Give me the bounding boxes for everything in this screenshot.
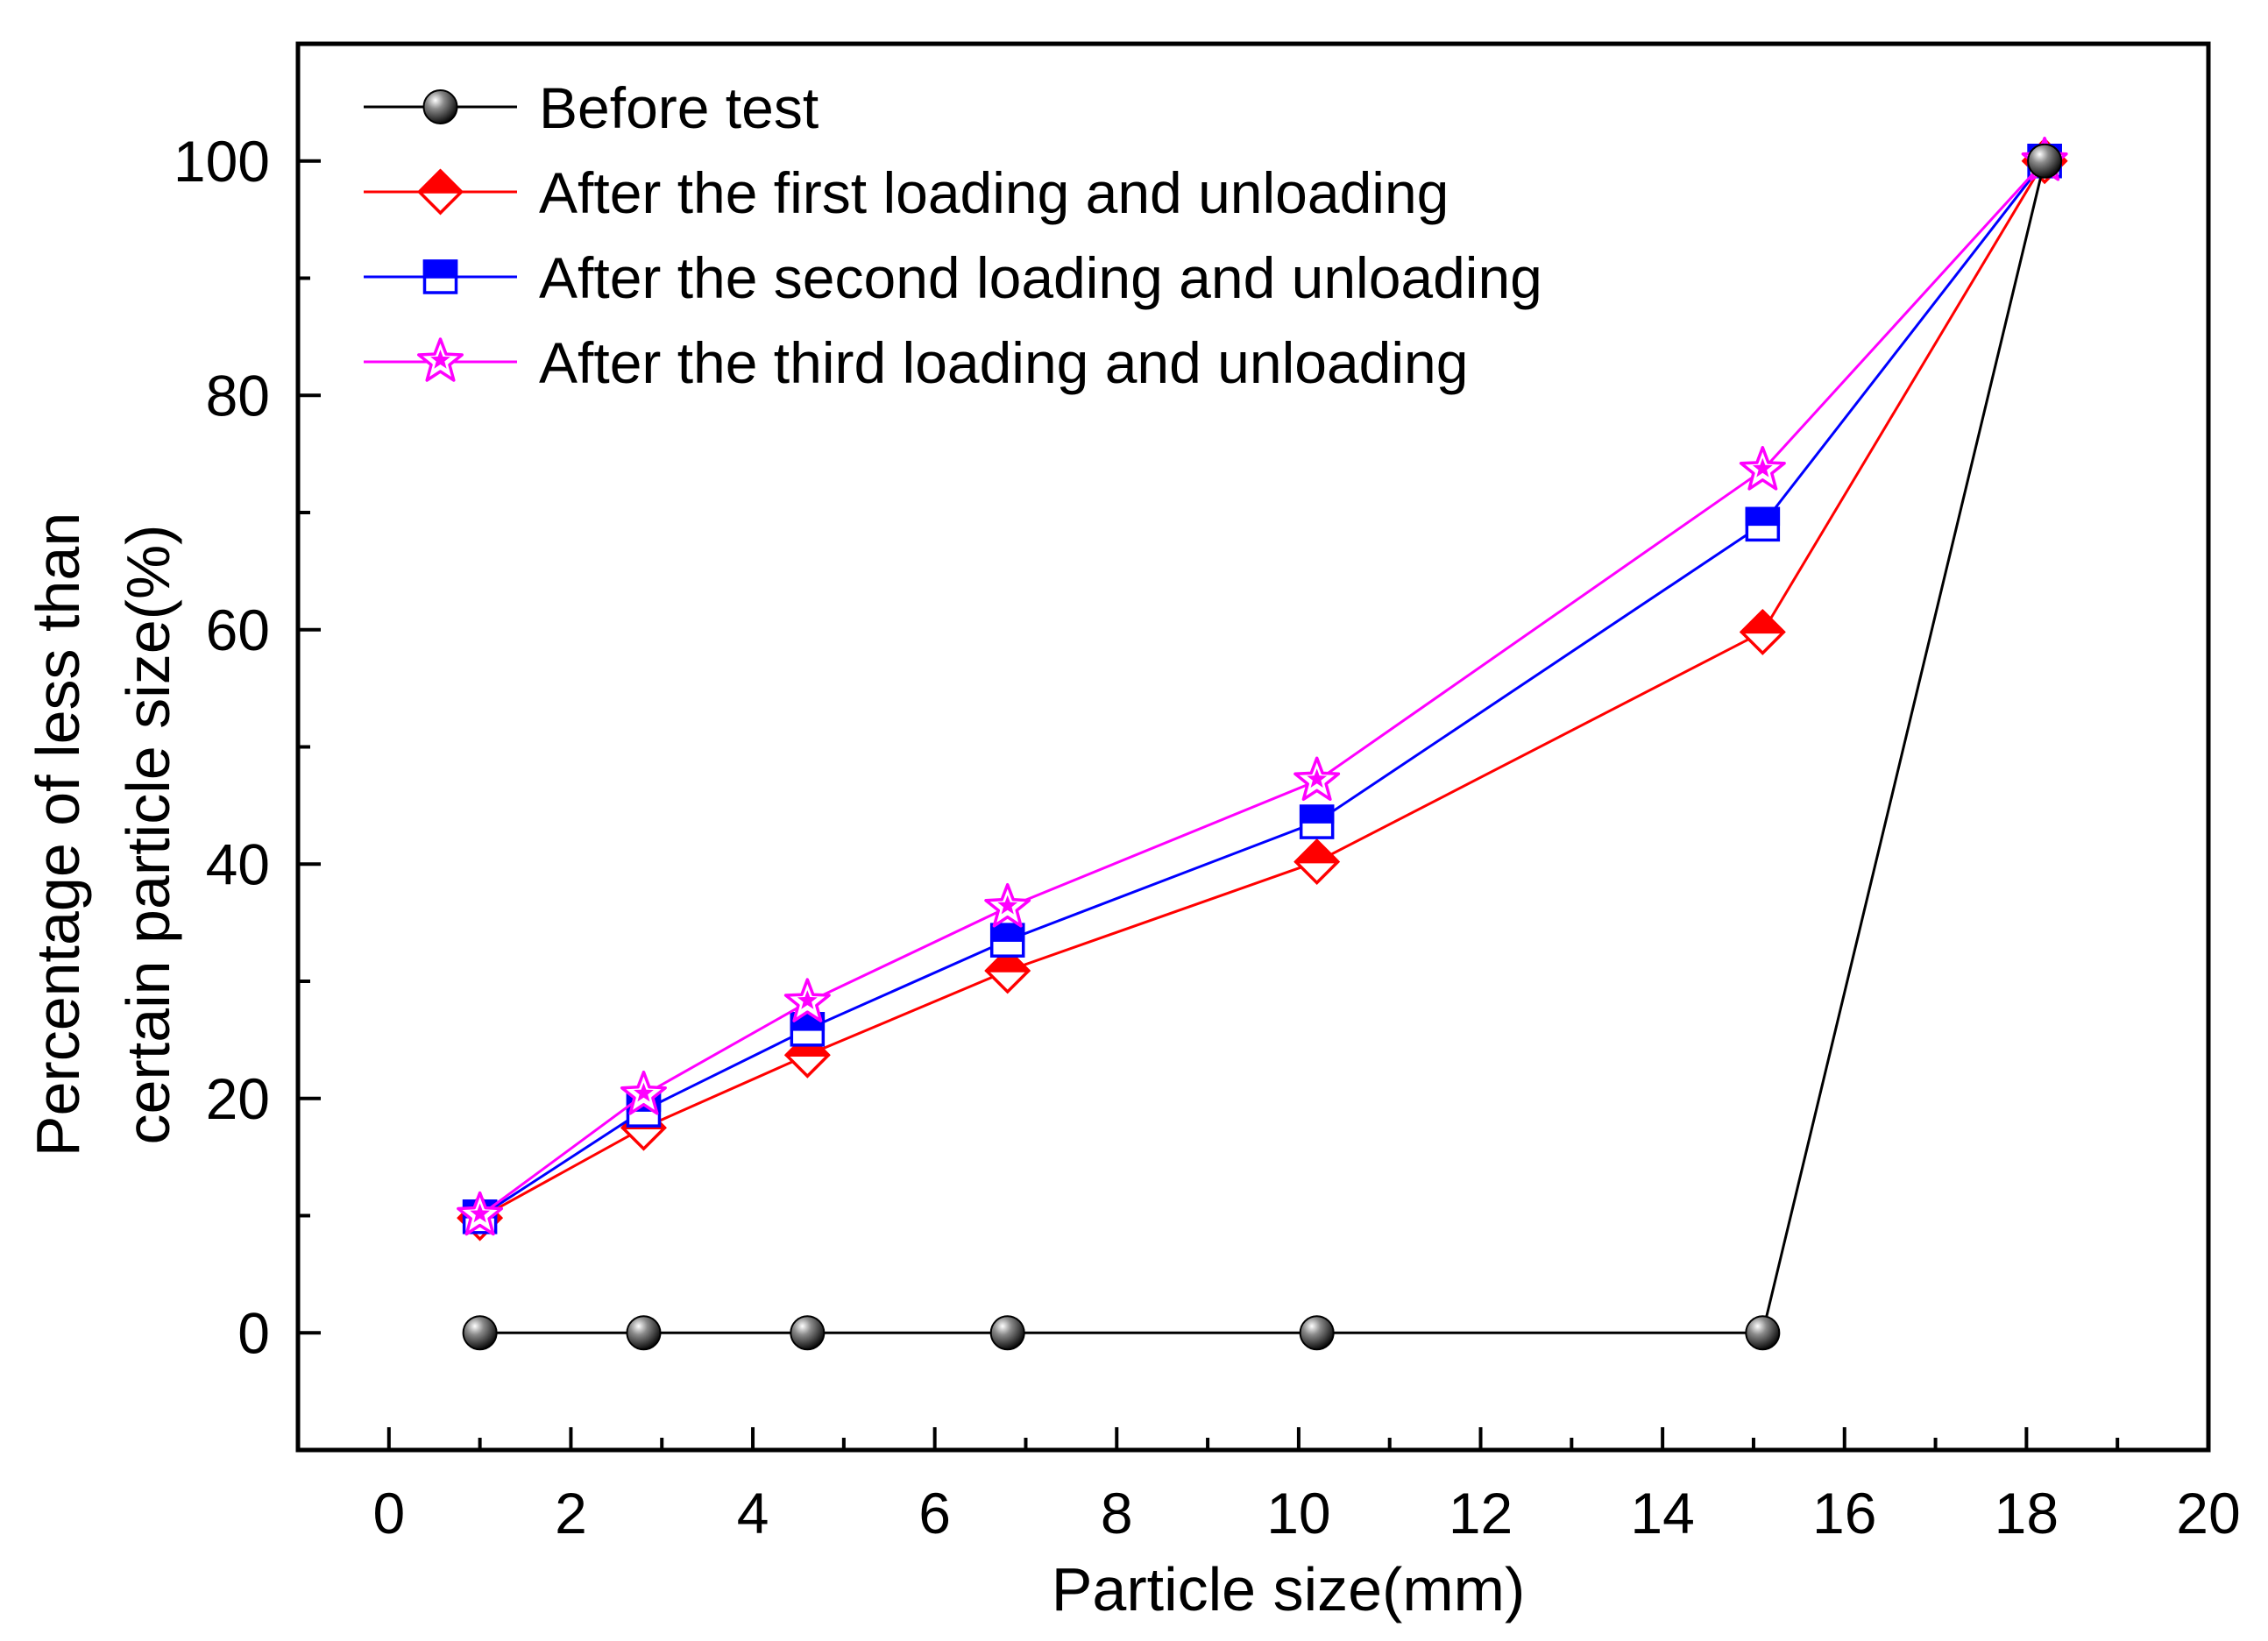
y-tick-label: 60	[206, 598, 270, 662]
series-3-point	[457, 1191, 504, 1236]
legend-item: After the third loading and unloading	[364, 330, 1468, 395]
x-tick-label: 8	[1101, 1481, 1133, 1546]
series-0-point	[1745, 1315, 1781, 1351]
y-tick-label: 0	[237, 1300, 270, 1365]
series-3-point	[1739, 446, 1786, 491]
x-tick-label: 6	[918, 1481, 951, 1546]
legend-marker	[422, 89, 458, 124]
series-2-point	[1299, 804, 1335, 839]
legend-item: After the second loading and unloading	[364, 245, 1542, 310]
x-tick-label: 2	[555, 1481, 587, 1546]
y-tick-label: 80	[206, 363, 270, 428]
series-1-line	[478, 160, 2046, 1220]
series-0-point	[1299, 1315, 1335, 1351]
x-tick-label: 20	[2176, 1481, 2240, 1546]
legend-label: After the third loading and unloading	[539, 330, 1468, 395]
legend-label: Before test	[539, 75, 819, 140]
x-tick-label: 4	[737, 1481, 769, 1546]
y-tick-label: 40	[206, 831, 270, 896]
x-tick-label: 0	[372, 1481, 405, 1546]
series-3	[457, 137, 2068, 1236]
x-tick-label: 16	[1812, 1481, 1876, 1546]
series-1-point	[1739, 608, 1786, 655]
series-3-point	[620, 1070, 667, 1115]
y-tick-label: 100	[174, 129, 270, 194]
series-3-point	[984, 882, 1031, 928]
x-axis-title: Particle size(mm)	[1052, 1555, 1526, 1623]
series-0-point	[2027, 143, 2063, 179]
x-tick-label: 10	[1266, 1481, 1330, 1546]
legend-item: After the first loading and unloading	[364, 160, 1449, 225]
y-axis-title-line: certain particle size(%)	[114, 525, 182, 1145]
series-0-point	[462, 1315, 498, 1351]
x-tick-label: 18	[1995, 1481, 2059, 1546]
series-1-point	[984, 947, 1031, 994]
series-0	[462, 143, 2063, 1351]
series-2-point	[1745, 506, 1781, 542]
series-2-point	[989, 923, 1025, 958]
series-3-point	[783, 978, 831, 1022]
series-3-line	[478, 159, 2046, 1217]
y-tick-label: 20	[206, 1066, 270, 1131]
legend-marker	[422, 259, 458, 294]
legend-label: After the second loading and unloading	[539, 245, 1542, 310]
legend-label: After the first loading and unloading	[539, 160, 1449, 225]
series-1-point	[1293, 838, 1341, 886]
y-axis-title: Percentage of less than certain particle …	[24, 513, 182, 1156]
series-0-point	[989, 1315, 1025, 1351]
x-tick-label: 14	[1630, 1481, 1694, 1546]
series-3-point	[1293, 756, 1341, 802]
x-tick-label: 12	[1449, 1481, 1513, 1546]
series-0-point	[790, 1315, 826, 1351]
y-axis-title-line: Percentage of less than	[24, 513, 92, 1156]
legend-marker	[417, 337, 464, 382]
series-0-point	[626, 1315, 662, 1351]
legend-item: Before test	[364, 75, 819, 140]
legend-marker	[417, 168, 464, 216]
series-2-line	[478, 159, 2046, 1219]
